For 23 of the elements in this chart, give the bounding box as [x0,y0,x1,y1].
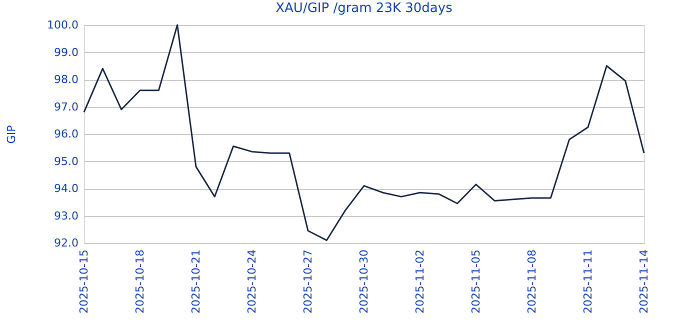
y-tick-label: 94.0 [54,182,78,195]
line-series [83,24,645,242]
x-tick-label: 2025-10-21 [190,250,202,314]
x-tick-label: 2025-11-14 [638,250,650,314]
x-tick-label: 2025-11-02 [414,250,426,314]
y-tick-label: 98.0 [54,73,78,86]
x-tick-label: 2025-10-24 [246,250,258,314]
x-tick-label: 2025-11-11 [582,250,594,314]
x-tick-label: 2025-10-30 [358,250,370,314]
y-tick-label: 96.0 [54,128,78,140]
y-tick-label: 99.0 [54,46,78,59]
x-tick-label: 2025-10-15 [78,250,90,314]
y-tick-label: 100.0 [47,18,78,32]
y-axis-title: GIP [5,124,18,144]
y-tick-label: 97.0 [54,100,78,114]
y-tick-label: 92.0 [54,236,78,250]
chart-title: XAU/GIP /gram 23K 30days [276,1,453,16]
x-tick-label: 2025-10-18 [134,250,146,314]
y-tick-label: 95.0 [54,154,78,168]
x-tick-label: 2025-11-08 [526,250,538,314]
x-tick-label: 2025-11-05 [470,250,482,314]
x-tick-label: 2025-10-27 [302,250,314,314]
y-tick-label: 93.0 [54,209,78,222]
